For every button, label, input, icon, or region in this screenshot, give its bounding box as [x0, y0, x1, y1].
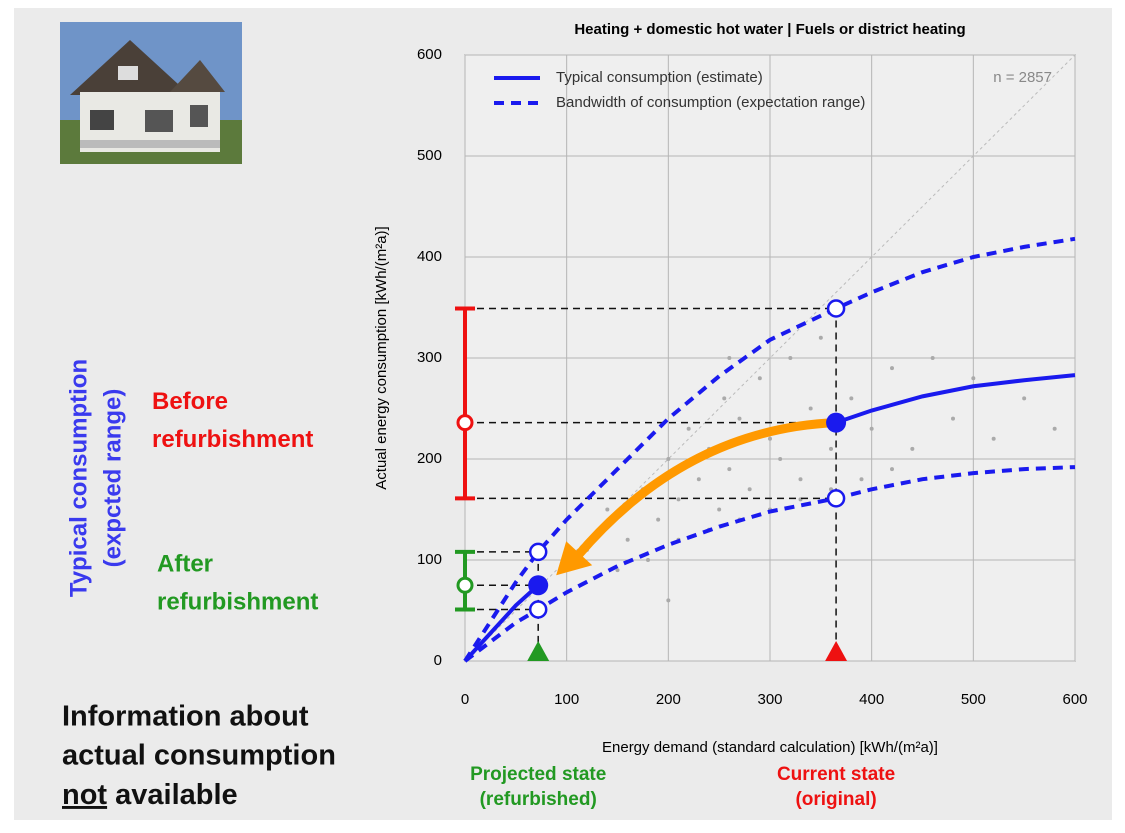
typical-marker	[826, 413, 846, 433]
scatter-point	[860, 477, 864, 481]
scatter-point	[788, 356, 792, 360]
scatter-point	[626, 538, 630, 542]
scatter-point	[605, 508, 609, 512]
range-label: refurbishment	[157, 589, 318, 616]
scatter-point	[799, 477, 803, 481]
legend-label: Typical consumption (estimate)	[556, 69, 763, 86]
y-tick-label: 400	[417, 248, 442, 265]
state-label: (refurbished)	[480, 789, 597, 810]
x-tick-label: 300	[757, 691, 782, 708]
scatter-point	[971, 376, 975, 380]
scatter-point	[666, 457, 670, 461]
chart-title: Heating + domestic hot water | Fuels or …	[574, 21, 965, 38]
scatter-point	[870, 427, 874, 431]
note-line: Information about	[62, 701, 309, 733]
y-tick-label: 500	[417, 147, 442, 164]
scatter-point	[910, 447, 914, 451]
scatter-point	[727, 356, 731, 360]
x-axis-label: Energy demand (standard calculation) [kW…	[602, 739, 938, 756]
scatter-point	[687, 427, 691, 431]
note-line: not available	[62, 779, 238, 811]
scatter-point	[697, 477, 701, 481]
x-tick-label: 500	[961, 691, 986, 708]
scatter-point	[890, 467, 894, 471]
scatter-point	[666, 598, 670, 602]
y-tick-label: 200	[417, 450, 442, 467]
range-title-line: (expcted range)	[99, 389, 126, 568]
scatter-point	[849, 396, 853, 400]
scatter-point	[1053, 427, 1057, 431]
y-tick-label: 600	[417, 46, 442, 63]
state-label: Current state	[777, 764, 895, 785]
scatter-point	[829, 447, 833, 451]
range-bar-center	[458, 416, 472, 430]
scatter-point	[819, 336, 823, 340]
y-axis-label: Actual energy consumption [kWh/(m²a)]	[373, 226, 390, 489]
state-label: Projected state	[470, 764, 606, 785]
scatter-point	[890, 366, 894, 370]
scatter-point	[951, 417, 955, 421]
x-tick-label: 600	[1062, 691, 1087, 708]
range-marker	[530, 601, 546, 617]
range-marker	[828, 301, 844, 317]
scatter-point	[677, 497, 681, 501]
chart: Heating + domestic hot water | Fuels or …	[0, 0, 1125, 828]
scatter-point	[748, 487, 752, 491]
state-label: (original)	[795, 789, 876, 810]
range-label: After	[157, 551, 213, 578]
scatter-point	[717, 508, 721, 512]
y-tick-label: 0	[434, 652, 442, 669]
scatter-point	[722, 396, 726, 400]
range-bar-center	[458, 578, 472, 592]
scatter-point	[768, 437, 772, 441]
legend-label: Bandwidth of consumption (expectation ra…	[556, 94, 865, 111]
scatter-point	[1022, 396, 1026, 400]
range-label: Before	[152, 388, 228, 415]
sample-size: n = 2857	[993, 69, 1052, 86]
scatter-point	[778, 457, 782, 461]
x-tick-label: 0	[461, 691, 469, 708]
y-tick-label: 100	[417, 551, 442, 568]
scatter-point	[738, 417, 742, 421]
scatter-point	[656, 518, 660, 522]
note-line: actual consumption	[62, 740, 336, 772]
range-marker	[828, 490, 844, 506]
x-tick-label: 100	[554, 691, 579, 708]
x-tick-label: 200	[656, 691, 681, 708]
scatter-point	[809, 407, 813, 411]
range-marker	[530, 544, 546, 560]
x-tick-label: 400	[859, 691, 884, 708]
scatter-point	[758, 376, 762, 380]
y-tick-label: 300	[417, 349, 442, 366]
range-label: refurbishment	[152, 426, 313, 453]
range-title-line: Typical consumption	[65, 359, 92, 597]
note-underlined: not	[62, 779, 107, 811]
scatter-point	[646, 558, 650, 562]
typical-marker	[528, 575, 548, 595]
house-photo	[60, 22, 242, 164]
scatter-point	[727, 467, 731, 471]
note-rest: available	[107, 779, 238, 811]
scatter-point	[931, 356, 935, 360]
scatter-point	[992, 437, 996, 441]
